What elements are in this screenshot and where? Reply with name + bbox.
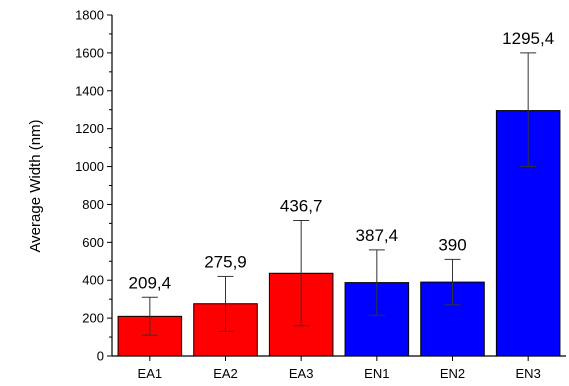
y-tick-label: 1200 [75,121,104,136]
data-label: 387,4 [356,226,399,245]
plot-area: 0 200 400 600 800 1000 1200 1400 1600 1800 209,4 EA… [75,8,566,381]
x-tick-label: EN2 [440,366,465,381]
x-tick-label: EA2 [213,366,238,381]
x-tick-label: EN3 [516,366,541,381]
y-tick-label: 200 [82,311,104,326]
x-tick-label: EA3 [289,366,314,381]
x-tick-label: EN1 [364,366,389,381]
x-tick-label: EA1 [138,366,163,381]
data-label: 436,7 [280,197,323,216]
y-tick-label: 1800 [75,8,104,23]
y-tick-label: 600 [82,235,104,250]
y-tick-label: 1000 [75,159,104,174]
data-label: 275,9 [204,252,247,271]
y-tick-label: 1600 [75,45,104,60]
y-tick-label: 0 [97,349,104,364]
data-label: 209,4 [129,273,172,292]
y-axis-title: Average Width (nm) [27,119,44,252]
y-tick-label: 800 [82,197,104,212]
y-tick-label: 1400 [75,83,104,98]
y-tick-label: 400 [82,273,104,288]
data-label: 390 [438,235,466,254]
data-label: 1295,4 [502,29,554,48]
